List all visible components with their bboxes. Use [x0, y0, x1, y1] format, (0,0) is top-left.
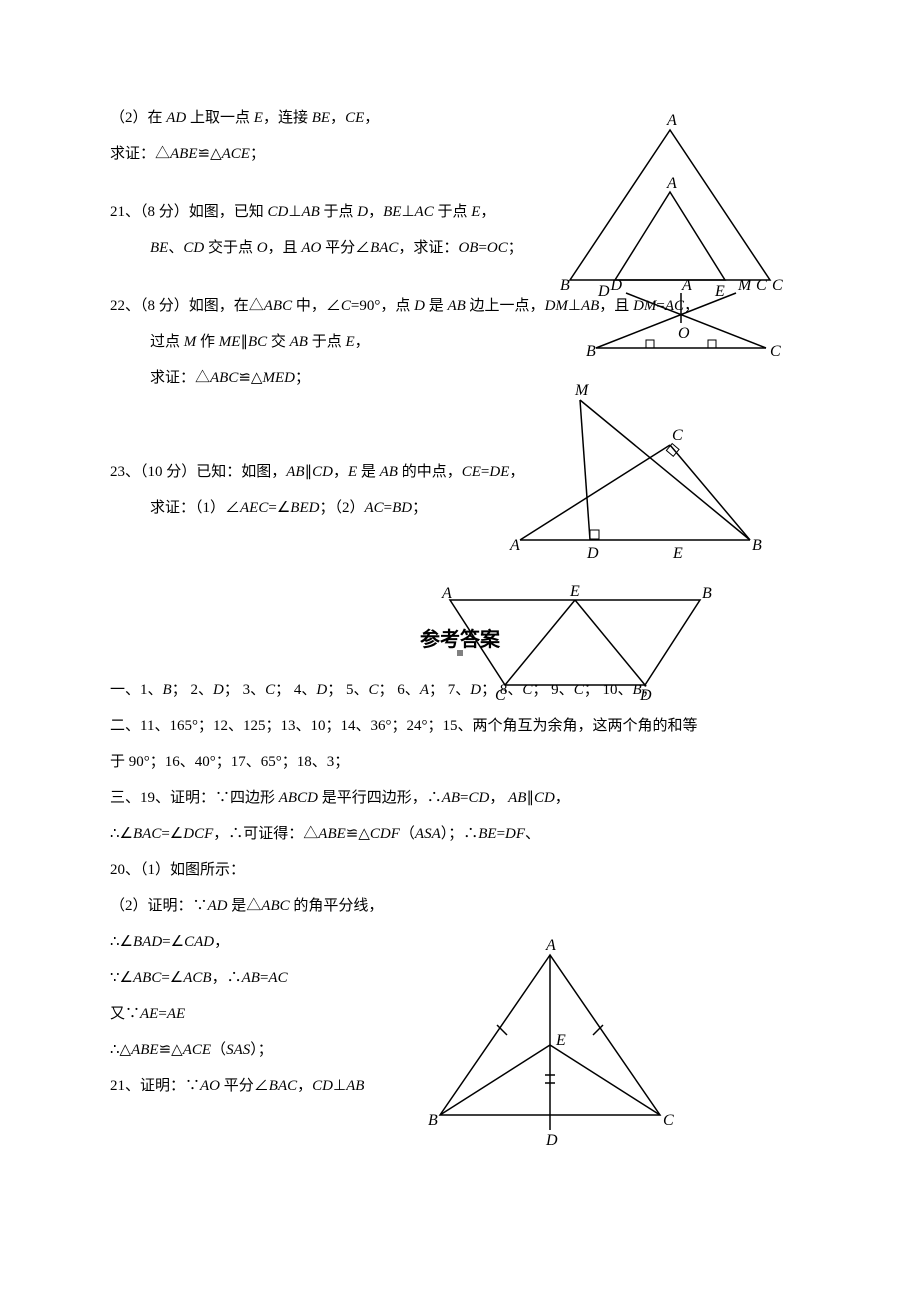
svg-text:C: C	[672, 427, 683, 444]
ans-19-line2: ∴∠BAC=∠DCF，∴可证得：△ABE≌△CDF（ASA）；∴BE=DF、	[110, 816, 810, 852]
svg-text:M: M	[737, 277, 753, 294]
ans-19-line1: 三、19、证明：∵四边形 ABCD 是平行四边形，∴AB=CD， AB∥CD，	[110, 780, 810, 816]
svg-text:M: M	[574, 382, 590, 399]
svg-text:B: B	[752, 537, 762, 554]
svg-text:B: B	[702, 585, 712, 602]
svg-text:O: O	[678, 325, 690, 342]
svg-text:A: A	[509, 537, 520, 554]
svg-text:D: D	[545, 1132, 558, 1149]
figure-ans20: A B C D E	[420, 945, 680, 1145]
svg-text:D: D	[639, 687, 652, 704]
svg-text:B: B	[560, 277, 570, 294]
svg-text:E: E	[569, 583, 580, 600]
svg-text:C: C	[756, 277, 767, 294]
svg-text:A: A	[666, 175, 677, 192]
svg-text:D: D	[586, 545, 599, 562]
figure-q23: A E B C D	[420, 590, 730, 700]
ans-section-2b: 于 90°；16、40°；17、65°；18、3；	[110, 744, 810, 780]
svg-text:A: A	[666, 112, 677, 129]
svg-text:A: A	[681, 277, 692, 294]
svg-text:E: E	[672, 545, 683, 562]
page-marker	[457, 650, 463, 656]
figure-q22: M C A D E B	[490, 390, 770, 560]
svg-text:C: C	[663, 1112, 674, 1129]
svg-text:A: A	[441, 585, 452, 602]
ans-20-1: 20、（1）如图所示：	[110, 852, 810, 888]
svg-text:D: D	[609, 277, 622, 294]
figure-q21: O B C D M A C	[586, 288, 786, 378]
svg-text:A: A	[545, 937, 556, 954]
svg-text:C: C	[495, 687, 506, 704]
svg-text:C: C	[770, 343, 781, 360]
ans-20-2: （2）证明：∵AD 是△ABC 的角平分线，	[110, 888, 810, 924]
svg-text:B: B	[586, 343, 596, 360]
svg-text:E: E	[555, 1032, 566, 1049]
svg-text:B: B	[428, 1112, 438, 1129]
ans-section-2a: 二、11、165°；12、125；13、10；14、36°；24°；15、两个角…	[110, 708, 810, 744]
